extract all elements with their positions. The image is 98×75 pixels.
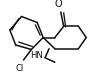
Text: Cl: Cl <box>15 64 24 73</box>
Text: HN: HN <box>30 51 43 60</box>
Text: O: O <box>55 0 63 9</box>
